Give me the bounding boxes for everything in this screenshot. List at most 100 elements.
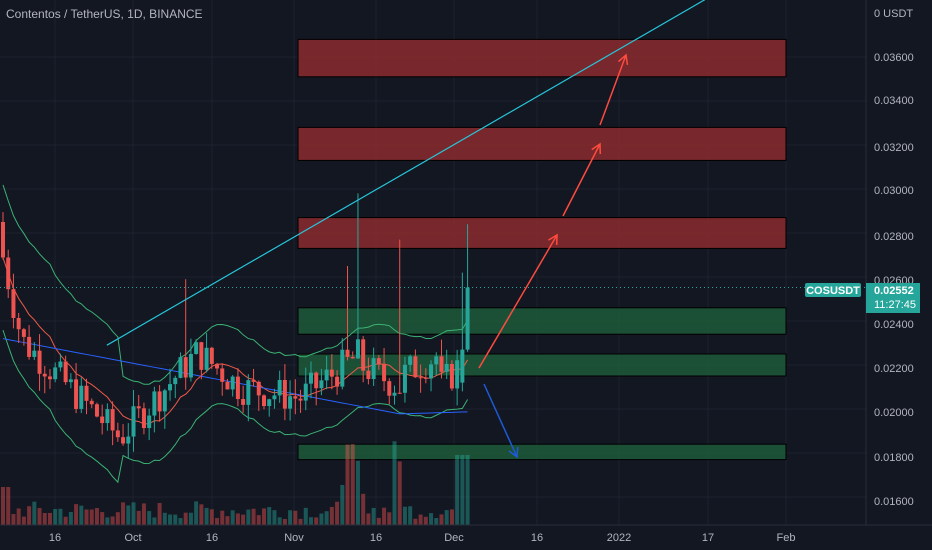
candle-body xyxy=(63,361,68,383)
candle-body xyxy=(162,390,167,412)
moving-average-fast xyxy=(2,257,469,425)
candle-body xyxy=(293,396,298,399)
candle-body xyxy=(68,379,73,383)
candle-body xyxy=(53,367,58,380)
volume-bar xyxy=(282,518,287,525)
candle-body xyxy=(37,350,42,374)
candle-body xyxy=(267,399,272,407)
candle-body xyxy=(460,349,465,383)
volume-bar xyxy=(376,517,381,525)
candle-body xyxy=(449,363,454,389)
time-axis[interactable]: 16 Oct 16 Nov 16 Dec 16 2022 17 Feb xyxy=(49,532,796,544)
candle-body xyxy=(246,380,251,405)
volume-bar xyxy=(298,518,303,525)
time-tick: 16 xyxy=(206,532,218,544)
volume-bar xyxy=(460,455,465,525)
candle-body xyxy=(277,379,282,396)
target-arrow-2-head xyxy=(591,142,602,155)
support-zone xyxy=(297,443,787,461)
candle-body xyxy=(235,376,240,400)
volume-bar xyxy=(173,514,178,525)
candle-body xyxy=(340,349,345,387)
candle-body xyxy=(6,257,11,290)
candle-body xyxy=(94,404,99,417)
volume-bar xyxy=(235,513,240,525)
volume-bar xyxy=(168,514,173,525)
candle-body xyxy=(455,360,460,389)
volume-bar xyxy=(413,518,418,525)
volume-bar xyxy=(251,508,256,525)
price-tick: 0.02200 xyxy=(874,363,914,375)
support-zone xyxy=(297,353,787,377)
moving-average-slow xyxy=(2,338,468,415)
time-tick: 16 xyxy=(370,532,382,544)
volume-bar xyxy=(308,517,313,525)
resistance-zone xyxy=(297,38,787,78)
candle-body xyxy=(402,364,407,393)
price-badge-bg xyxy=(866,283,920,313)
candle-body xyxy=(84,385,89,401)
candle-body xyxy=(152,391,157,416)
drawing-tools xyxy=(0,0,866,459)
volume-bar xyxy=(1,487,5,525)
volume-bar xyxy=(68,511,73,525)
candle-body xyxy=(397,392,402,394)
volume-bar xyxy=(27,506,32,525)
candle-body xyxy=(444,363,449,372)
candle-body xyxy=(429,364,434,379)
candle-body xyxy=(173,377,178,385)
candle-body xyxy=(1,222,5,258)
candle-body xyxy=(21,329,26,337)
bollinger-upper xyxy=(2,184,469,385)
volume-bar xyxy=(121,502,126,525)
candle-body xyxy=(314,372,319,389)
candle-body xyxy=(121,437,126,444)
volume-bar xyxy=(110,516,115,525)
volume-bar xyxy=(465,455,470,525)
downside-arrow xyxy=(483,383,518,458)
candle-body xyxy=(272,395,277,400)
volume-bar xyxy=(272,510,277,525)
candle-body xyxy=(79,385,84,409)
candle-body xyxy=(215,363,220,369)
volume-bar xyxy=(397,461,402,525)
volume-bar xyxy=(288,510,293,525)
volume-bar xyxy=(418,514,423,525)
price-zones xyxy=(297,38,787,461)
last-price-badge: COSUSDT 0.02552 11:27:45 xyxy=(805,283,920,313)
volume-bar xyxy=(262,508,266,525)
volume-bar xyxy=(392,441,397,525)
price-tick: 0.03600 xyxy=(874,52,914,64)
candle-body xyxy=(418,377,423,379)
volume-bar xyxy=(94,508,99,525)
candle-body xyxy=(105,409,110,424)
volume-bar xyxy=(215,518,220,525)
volume-bar xyxy=(84,509,89,525)
volume-bar xyxy=(350,444,355,525)
volume-bar xyxy=(131,502,136,525)
price-tick: 0.03200 xyxy=(874,142,914,154)
volume-bar xyxy=(89,509,94,525)
candle-body xyxy=(298,398,303,401)
price-axis[interactable]: 0 USDT 0.03600 0.03400 0.03200 0.03000 0… xyxy=(874,8,914,508)
candle-body xyxy=(47,376,52,380)
price-tick: 0.02400 xyxy=(874,319,914,331)
volume-bar xyxy=(241,514,246,525)
candle-body xyxy=(251,380,256,382)
candle-body xyxy=(157,391,162,412)
volume-bar xyxy=(345,444,350,525)
candle-body xyxy=(183,357,188,378)
time-tick: Nov xyxy=(284,532,304,544)
volume-bar xyxy=(47,512,52,525)
volume-bar xyxy=(387,512,392,525)
candle-body xyxy=(74,379,79,409)
volume-bar xyxy=(423,516,428,525)
volume-bar xyxy=(37,508,42,525)
price-axis-unit: 0 USDT xyxy=(874,8,913,20)
target-arrow-3 xyxy=(599,54,627,126)
price-tick: 0.02000 xyxy=(874,407,914,419)
volume-bar xyxy=(188,512,193,525)
volume-bar xyxy=(194,501,199,525)
candle-body xyxy=(319,380,324,389)
